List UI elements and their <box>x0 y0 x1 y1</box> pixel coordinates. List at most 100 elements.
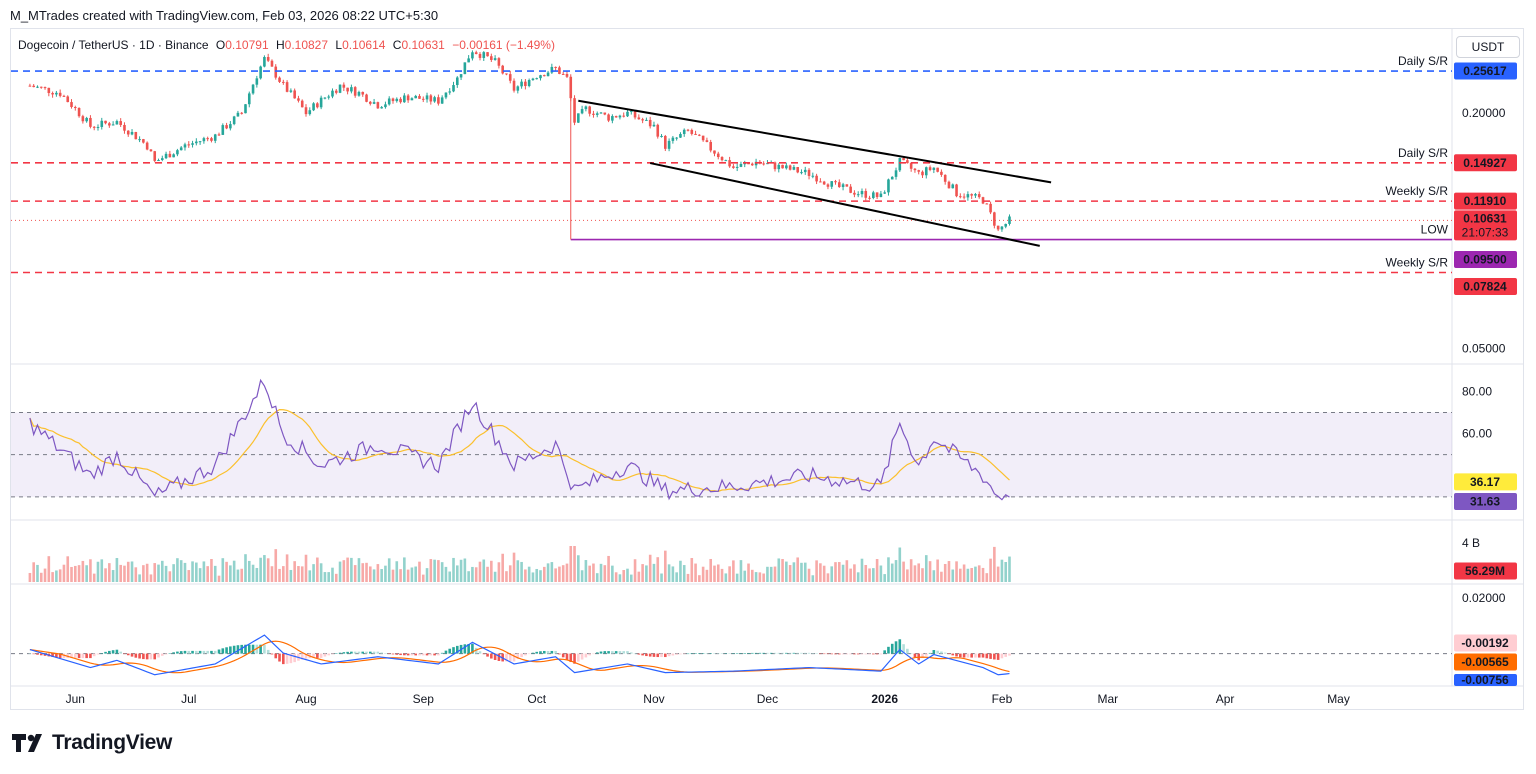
candle-body <box>735 166 739 168</box>
candle <box>108 121 111 128</box>
volume-bar <box>728 566 731 582</box>
volume-bar <box>626 568 629 582</box>
candle <box>592 110 595 118</box>
volume-bar <box>883 574 886 582</box>
candle <box>240 111 244 115</box>
tradingview-brand: TradingView <box>52 731 173 754</box>
macd-hist-bar <box>327 653 331 656</box>
candle <box>936 167 939 173</box>
candle <box>508 70 512 84</box>
macd-hist-bar <box>970 653 973 658</box>
candle-body <box>448 91 452 93</box>
candle <box>868 195 871 200</box>
candle-body <box>996 225 1000 230</box>
macd-hist-bar <box>195 650 198 654</box>
candle-body <box>906 160 909 164</box>
macd-hist-bar <box>599 651 603 654</box>
volume-bar <box>898 547 902 582</box>
candle <box>872 190 875 200</box>
macd-hist-bar <box>467 643 470 654</box>
macd-hist-bar <box>421 653 425 656</box>
high-label: H <box>275 38 285 52</box>
candle-body <box>77 108 81 117</box>
candle <box>191 140 194 148</box>
volume-bar <box>720 568 724 582</box>
symbol-title[interactable]: Dogecoin / TetherUS · 1D · Binance <box>18 38 209 52</box>
candle <box>164 151 168 160</box>
candle <box>266 53 270 63</box>
macd-hist-bar <box>811 653 815 654</box>
macd-hist-bar <box>959 653 962 658</box>
macd-hist-bar <box>229 646 232 654</box>
currency-button[interactable]: USDT <box>1456 36 1520 58</box>
volume-bar <box>652 563 656 582</box>
candle-body <box>32 85 35 88</box>
candle-body <box>675 137 678 139</box>
candle <box>834 179 837 185</box>
macd-hist-bar <box>282 653 285 665</box>
candle-body <box>73 107 77 109</box>
candle <box>111 121 115 126</box>
macd-hist-bar <box>43 653 47 656</box>
volume-bar <box>868 568 871 582</box>
candle <box>195 138 198 146</box>
macd-hist-bar <box>70 653 73 659</box>
volume-bar <box>452 557 455 582</box>
macd-hist-bar <box>807 652 811 654</box>
candle <box>346 87 349 95</box>
macd-hist-bar <box>369 651 372 654</box>
volume-bar <box>1000 559 1004 582</box>
volume-bar <box>467 571 470 582</box>
volume-bar <box>316 557 319 582</box>
macd-hist-bar <box>225 647 228 654</box>
tag-macd-macd-text: -0.00756 <box>1461 673 1509 687</box>
macd-hist-bar <box>346 651 349 654</box>
candle <box>887 178 890 196</box>
candle <box>66 95 70 103</box>
candle <box>77 107 81 118</box>
volume-bar <box>43 568 47 582</box>
level-label-4: LOW <box>1421 223 1449 237</box>
candle <box>179 146 183 151</box>
volume-bar <box>959 568 962 582</box>
volume-bar <box>607 555 610 582</box>
candle-body <box>455 77 459 86</box>
macd-hist-bar <box>100 653 104 654</box>
candle <box>100 117 104 130</box>
level-label-3: Weekly S/R <box>1386 256 1449 270</box>
candle <box>603 112 607 116</box>
candle-body <box>679 134 682 138</box>
macd-hist-bar <box>924 653 928 656</box>
candle <box>645 117 648 121</box>
candle-body <box>153 151 157 161</box>
volume-bar <box>611 565 614 582</box>
macd-hist-bar <box>391 653 395 655</box>
candle-body <box>667 140 671 149</box>
candle-body <box>195 141 198 144</box>
macd-hist-bar <box>845 653 849 655</box>
time-tick-5: Nov <box>643 692 664 706</box>
macd-hist-bar <box>255 644 259 654</box>
candle-body <box>516 86 520 91</box>
candle-body <box>932 167 936 170</box>
candle-body <box>89 117 92 127</box>
candle <box>1004 223 1008 229</box>
tag-weekly-sr-low-text: 0.07824 <box>1463 280 1507 294</box>
candle-body <box>883 192 886 194</box>
candle-body <box>36 86 39 88</box>
macd-hist-bar <box>607 651 610 654</box>
macd-hist-bar <box>270 653 274 655</box>
candle <box>671 135 675 144</box>
candle-body <box>894 170 898 177</box>
macd-hist-bar <box>792 652 796 654</box>
volume-bar <box>58 569 62 582</box>
macd-hist-bar <box>894 641 898 654</box>
candle-body <box>747 163 750 165</box>
candle-body <box>890 176 894 180</box>
volume-bar <box>126 561 130 582</box>
macd-hist-bar <box>206 650 209 654</box>
candle <box>187 141 191 148</box>
candle-body <box>830 181 834 187</box>
rsi-line <box>29 378 1010 501</box>
